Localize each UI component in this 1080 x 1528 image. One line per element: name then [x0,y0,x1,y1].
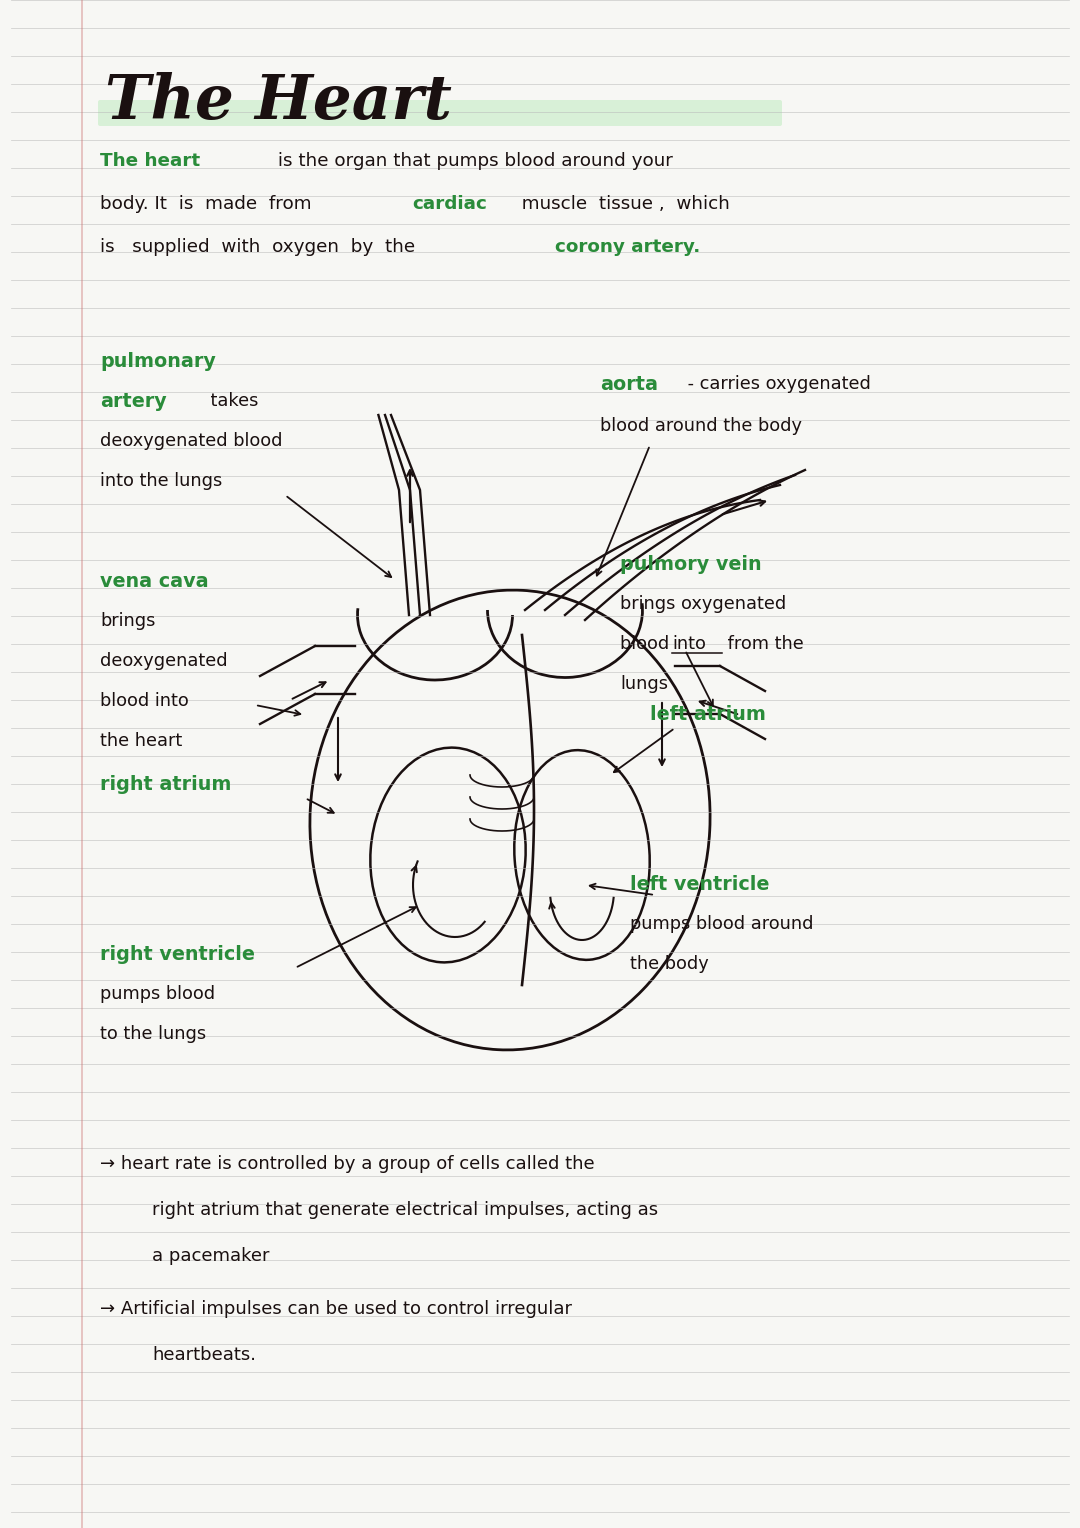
Text: pulmonary: pulmonary [100,351,216,371]
Text: blood around the body: blood around the body [600,417,802,435]
Text: pumps blood: pumps blood [100,986,215,1002]
Text: → Artificial impulses can be used to control irregular: → Artificial impulses can be used to con… [100,1300,572,1319]
Text: blood: blood [620,636,675,652]
Text: The heart: The heart [100,151,200,170]
Text: - carries oxygenated: - carries oxygenated [681,374,870,393]
Text: corony artery.: corony artery. [555,238,700,257]
Text: a pacemaker: a pacemaker [152,1247,270,1265]
Text: blood into: blood into [100,692,189,711]
Text: takes: takes [188,393,258,410]
Text: into the lungs: into the lungs [100,472,222,490]
Text: is the organ that pumps blood around your: is the organ that pumps blood around you… [272,151,673,170]
Text: artery: artery [100,393,166,411]
FancyBboxPatch shape [98,99,782,125]
Text: deoxygenated blood: deoxygenated blood [100,432,283,451]
Text: deoxygenated: deoxygenated [100,652,228,669]
Text: aorta: aorta [600,374,658,394]
Text: brings: brings [100,613,156,630]
Text: vena cava: vena cava [100,571,208,591]
Text: pumps blood around: pumps blood around [630,915,813,934]
Text: muscle  tissue ,  which: muscle tissue , which [510,196,730,212]
Text: the body: the body [630,955,708,973]
Text: to the lungs: to the lungs [100,1025,206,1044]
Text: brings oxygenated: brings oxygenated [620,594,786,613]
Text: lungs: lungs [620,675,669,694]
Text: right atrium that generate electrical impulses, acting as: right atrium that generate electrical im… [152,1201,658,1219]
Text: heartbeats.: heartbeats. [152,1346,256,1365]
Text: → heart rate is controlled by a group of cells called the: → heart rate is controlled by a group of… [100,1155,595,1174]
Text: right ventricle: right ventricle [100,944,255,964]
Text: left ventricle: left ventricle [630,876,769,894]
Text: from the: from the [723,636,804,652]
Text: into: into [672,636,706,652]
Text: the heart: the heart [100,732,183,750]
Text: pulmory vein: pulmory vein [620,555,761,575]
Text: cardiac: cardiac [411,196,487,212]
Text: The Heart: The Heart [105,72,451,131]
Text: left atrium: left atrium [650,704,766,724]
Text: right atrium: right atrium [100,775,231,795]
Text: body. It  is  made  from: body. It is made from [100,196,318,212]
Text: is   supplied  with  oxygen  by  the: is supplied with oxygen by the [100,238,427,257]
